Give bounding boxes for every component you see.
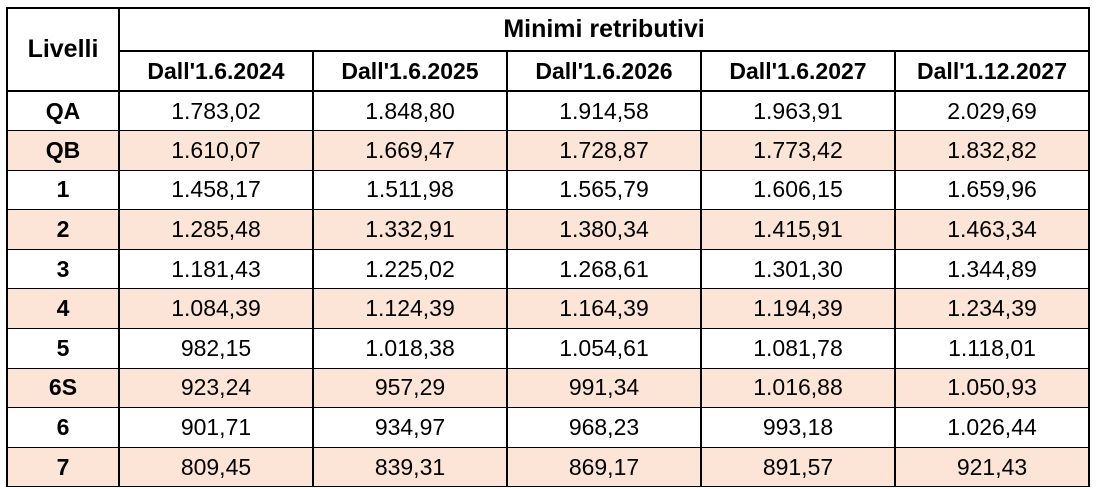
level-cell: 3 xyxy=(6,248,120,290)
value-cell: 957,29 xyxy=(312,367,508,409)
level-cell: 6 xyxy=(6,407,120,448)
levels-header: Livelli xyxy=(6,7,120,92)
minimum-wages-table: Livelli Minimi retributivi Dall'1.6.2024… xyxy=(6,7,1091,488)
value-cell: 839,31 xyxy=(312,446,508,488)
level-cell: 2 xyxy=(6,209,120,250)
value-cell: 1.963,91 xyxy=(700,90,896,132)
table-row: 3 1.181,43 1.225,02 1.268,61 1.301,30 1.… xyxy=(6,248,1091,290)
value-cell: 809,45 xyxy=(118,446,314,488)
value-cell: 1.016,88 xyxy=(700,367,896,409)
value-cell: 934,97 xyxy=(312,407,508,448)
level-cell: 1 xyxy=(6,169,120,211)
value-cell: 1.380,34 xyxy=(506,209,702,250)
column-header: Dall'1.6.2027 xyxy=(700,50,896,92)
column-header: Dall'1.6.2026 xyxy=(506,50,702,92)
value-cell: 1.728,87 xyxy=(506,130,702,171)
value-cell: 1.848,80 xyxy=(312,90,508,132)
value-cell: 982,15 xyxy=(118,328,314,369)
level-cell: 7 xyxy=(6,446,120,488)
column-header: Dall'1.6.2024 xyxy=(118,50,314,92)
value-cell: 1.026,44 xyxy=(893,407,1091,448)
value-cell: 1.054,61 xyxy=(506,328,702,369)
column-header: Dall'1.12.2027 xyxy=(893,50,1091,92)
value-cell: 1.415,91 xyxy=(700,209,896,250)
level-cell: 4 xyxy=(6,288,120,330)
value-cell: 1.511,98 xyxy=(312,169,508,211)
value-cell: 2.029,69 xyxy=(893,90,1091,132)
value-cell: 923,24 xyxy=(118,367,314,409)
table-row: 2 1.285,48 1.332,91 1.380,34 1.415,91 1.… xyxy=(6,209,1091,250)
value-cell: 901,71 xyxy=(118,407,314,448)
value-cell: 1.659,96 xyxy=(893,169,1091,211)
value-cell: 1.669,47 xyxy=(312,130,508,171)
value-cell: 1.783,02 xyxy=(118,90,314,132)
table-row: 6 901,71 934,97 968,23 993,18 1.026,44 xyxy=(6,407,1091,448)
value-cell: 1.832,82 xyxy=(893,130,1091,171)
value-cell: 1.234,39 xyxy=(893,288,1091,330)
level-cell: QA xyxy=(6,90,120,132)
table-body: QA 1.783,02 1.848,80 1.914,58 1.963,91 2… xyxy=(6,90,1091,488)
value-cell: 1.181,43 xyxy=(118,248,314,290)
value-cell: 1.118,01 xyxy=(893,328,1091,369)
value-cell: 1.773,42 xyxy=(700,130,896,171)
value-cell: 1.225,02 xyxy=(312,248,508,290)
value-cell: 869,17 xyxy=(506,446,702,488)
level-cell: 6S xyxy=(6,367,120,409)
value-cell: 968,23 xyxy=(506,407,702,448)
table-row: 1 1.458,17 1.511,98 1.565,79 1.606,15 1.… xyxy=(6,169,1091,211)
value-cell: 991,34 xyxy=(506,367,702,409)
column-header: Dall'1.6.2025 xyxy=(312,50,508,92)
value-cell: 921,43 xyxy=(893,446,1091,488)
value-cell: 1.124,39 xyxy=(312,288,508,330)
value-cell: 891,57 xyxy=(700,446,896,488)
table-row: 6S 923,24 957,29 991,34 1.016,88 1.050,9… xyxy=(6,367,1091,409)
salary-table-container: Livelli Minimi retributivi Dall'1.6.2024… xyxy=(6,7,1091,488)
value-cell: 1.018,38 xyxy=(312,328,508,369)
value-cell: 1.463,34 xyxy=(893,209,1091,250)
value-cell: 1.914,58 xyxy=(506,90,702,132)
value-cell: 1.164,39 xyxy=(506,288,702,330)
value-cell: 1.458,17 xyxy=(118,169,314,211)
table-row: QB 1.610,07 1.669,47 1.728,87 1.773,42 1… xyxy=(6,130,1091,171)
value-cell: 1.081,78 xyxy=(700,328,896,369)
table-row: 5 982,15 1.018,38 1.054,61 1.081,78 1.11… xyxy=(6,328,1091,369)
value-cell: 993,18 xyxy=(700,407,896,448)
value-cell: 1.565,79 xyxy=(506,169,702,211)
value-cell: 1.285,48 xyxy=(118,209,314,250)
value-cell: 1.344,89 xyxy=(893,248,1091,290)
value-cell: 1.084,39 xyxy=(118,288,314,330)
value-cell: 1.332,91 xyxy=(312,209,508,250)
value-cell: 1.606,15 xyxy=(700,169,896,211)
value-cell: 1.268,61 xyxy=(506,248,702,290)
level-cell: QB xyxy=(6,130,120,171)
value-cell: 1.194,39 xyxy=(700,288,896,330)
table-row: 4 1.084,39 1.124,39 1.164,39 1.194,39 1.… xyxy=(6,288,1091,330)
value-cell: 1.301,30 xyxy=(700,248,896,290)
minimum-wages-header: Minimi retributivi xyxy=(117,7,1091,52)
table-row: QA 1.783,02 1.848,80 1.914,58 1.963,91 2… xyxy=(6,90,1091,132)
level-cell: 5 xyxy=(6,328,120,369)
table-row: 7 809,45 839,31 869,17 891,57 921,43 xyxy=(6,446,1091,488)
value-cell: 1.610,07 xyxy=(118,130,314,171)
value-cell: 1.050,93 xyxy=(893,367,1091,409)
